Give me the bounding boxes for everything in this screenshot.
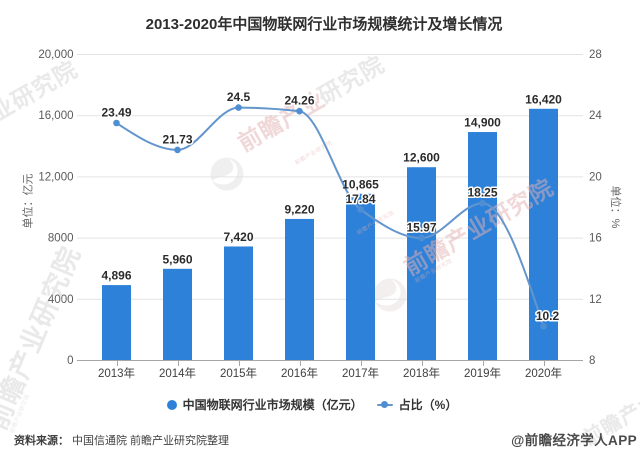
legend-label: 占比（%） xyxy=(398,398,458,412)
bar-value-label: 14,900 xyxy=(464,116,501,130)
credit-watermark: @前瞻经济学人APP xyxy=(511,433,637,448)
x-tick-label: 2020年 xyxy=(525,366,562,380)
legend-item-share: 占比（%） xyxy=(376,396,458,413)
left-tick-label: 12,000 xyxy=(38,171,73,183)
line-series-marker-icon xyxy=(376,400,393,410)
bar-series-marker-icon xyxy=(166,399,177,410)
data-source-value: 中国信通院 前瞻产业研究院整理 xyxy=(72,435,230,447)
bar-value-label: 4,896 xyxy=(101,269,131,283)
brand-logo-watermark-icon xyxy=(373,278,407,312)
right-tick-label: 24 xyxy=(589,110,602,122)
line-marker xyxy=(113,119,120,127)
data-source-label: 资料来源： xyxy=(14,435,69,447)
bar xyxy=(468,132,497,360)
line-value-label: 10.2 xyxy=(536,309,560,323)
bar-value-label: 5,960 xyxy=(162,252,192,266)
x-tick-label: 2019年 xyxy=(464,366,501,380)
bar-value-label: 9,220 xyxy=(284,202,314,216)
chart-title: 2013-2020年中国物联网行业市场规模统计及增长情况 xyxy=(145,16,503,33)
left-axis-name: 单位：亿元 xyxy=(21,174,35,229)
svg-text:前瞻产业研究院: 前瞻产业研究院 xyxy=(0,56,82,163)
line-value-label: 18.25 xyxy=(467,186,497,200)
left-tick-label: 8000 xyxy=(48,233,74,245)
bar xyxy=(163,268,192,360)
left-tick-label: 20,000 xyxy=(38,49,73,61)
legend-item-market-size: 中国物联网行业市场规模（亿元） xyxy=(166,396,363,413)
brand-logo-watermark-icon xyxy=(210,157,244,191)
bar xyxy=(407,167,436,360)
line-marker xyxy=(296,107,303,115)
line-marker xyxy=(479,199,486,207)
line-marker xyxy=(540,323,547,330)
line-marker xyxy=(357,206,364,213)
x-axis-labels: 2013年 2014年 2015年 2016年 2017年 2018年 2019年 2020年 xyxy=(98,366,562,380)
right-tick-label: 20 xyxy=(589,171,602,183)
line-value-label: 24.5 xyxy=(227,90,251,104)
bar-value-labels: 4,896 5,960 7,420 9,220 10,865 12,600 14,900 16… xyxy=(101,92,562,282)
left-tick-label: 16,000 xyxy=(38,110,73,122)
bar-value-label: 10,865 xyxy=(342,177,379,191)
right-axis-labels: 8 12 16 20 24 28 xyxy=(589,49,602,367)
right-tick-label: 8 xyxy=(589,355,595,367)
x-tick-label: 2013年 xyxy=(98,366,135,380)
bar-value-label: 12,600 xyxy=(403,151,440,165)
bar-value-label: 16,420 xyxy=(525,92,562,106)
line-markers xyxy=(113,104,547,330)
x-tick-label: 2017年 xyxy=(342,366,379,380)
svg-text:研究院: 研究院 xyxy=(314,51,389,110)
chart-footer: 资料来源： 中国信通院 前瞻产业研究院整理 @前瞻经济学人APP xyxy=(0,428,640,448)
watermark-text: 研究院 xyxy=(314,51,389,110)
x-axis xyxy=(77,360,583,366)
bar xyxy=(285,218,314,360)
line-marker xyxy=(174,146,181,154)
right-axis-name: 单位：% xyxy=(609,186,623,229)
bar xyxy=(529,108,558,360)
line-value-label: 24.26 xyxy=(284,94,314,108)
left-tick-label: 0 xyxy=(67,355,73,367)
line-value-labels: 23.49 21.73 24.5 24.26 17.84 15.97 18.25 10.2 xyxy=(100,89,561,325)
gridlines xyxy=(77,54,583,300)
legend-label: 中国物联网行业市场规模（亿元） xyxy=(182,398,363,412)
bar-series xyxy=(102,108,558,360)
line-value-label: 23.49 xyxy=(101,106,131,120)
bar xyxy=(102,285,131,360)
line-marker xyxy=(418,234,425,242)
chart-legend: 中国物联网行业市场规模（亿元） 占比（%） xyxy=(0,396,624,413)
line-value-label: 15.97 xyxy=(406,221,436,235)
x-tick-label: 2015年 xyxy=(220,366,257,380)
right-tick-label: 28 xyxy=(589,49,602,61)
right-tick-label: 12 xyxy=(589,294,602,306)
line-value-label: 17.84 xyxy=(345,192,375,206)
bar xyxy=(224,246,253,360)
bar xyxy=(346,193,375,360)
data-source: 资料来源： 中国信通院 前瞻产业研究院整理 xyxy=(14,432,229,448)
x-tick-label: 2014年 xyxy=(159,366,196,380)
line-value-label: 21.73 xyxy=(162,132,192,146)
x-tick-label: 2016年 xyxy=(281,366,318,380)
left-tick-label: 4000 xyxy=(48,294,74,306)
right-tick-label: 16 xyxy=(589,233,602,245)
x-tick-label: 2018年 xyxy=(403,366,440,380)
left-axis-labels: 0 4000 8000 12,000 16,000 20,000 xyxy=(38,49,73,367)
bar-value-label: 7,420 xyxy=(223,230,253,244)
line-marker xyxy=(235,104,242,111)
